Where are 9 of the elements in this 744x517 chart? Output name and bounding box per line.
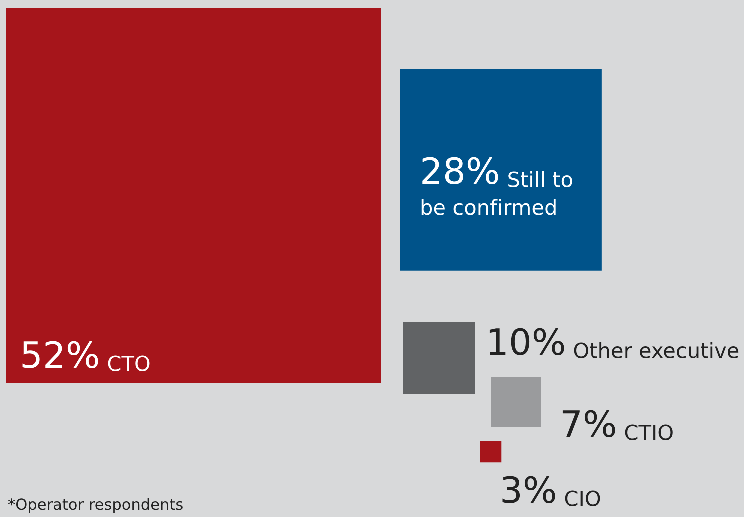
data-label: 52%: [22, 341, 98, 369]
category-label: CIO: [565, 490, 600, 506]
data-label: 3%: [502, 476, 556, 504]
data-label: 7%: [562, 410, 616, 438]
category-label: CTO: [108, 356, 150, 372]
category-label: Other executive: [574, 342, 739, 358]
text: *Operator respondents: [8, 498, 183, 514]
data-label: 10%: [490, 328, 564, 356]
category-label: CTIO: [625, 424, 673, 440]
